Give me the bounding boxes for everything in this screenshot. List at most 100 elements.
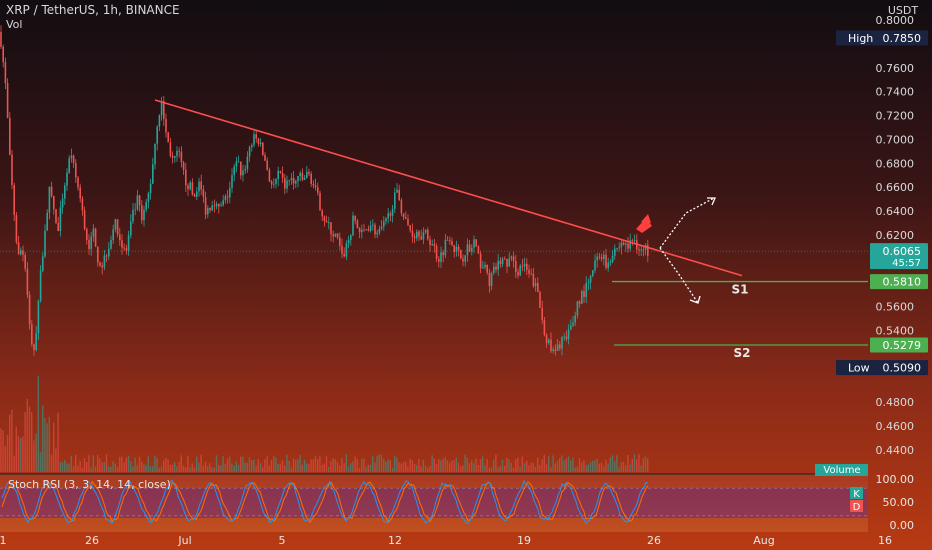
volume-bar [600,462,603,472]
candle-body [576,301,579,316]
volume-bar [314,456,317,472]
candle-body [420,236,422,240]
candle-body [275,179,277,184]
volume-bar [209,463,211,472]
candle-body [367,229,370,231]
candle-body [561,336,563,349]
price-tick-label: 0.6200 [876,229,915,242]
candle-body [455,246,458,253]
candle-body [308,171,310,174]
price-axis[interactable]: 0.8000 0.7600 0.7400 0.7200 0.7000 0.6800 0.66… [815,14,928,476]
volume-bar [387,459,389,472]
volume-bar [345,454,347,472]
volume-bar [105,454,108,472]
volume-bar [504,465,506,472]
volume-bar [284,465,286,472]
candle-body [83,210,86,230]
volume-bar [207,466,209,472]
volume-bar [0,428,2,472]
candle-body [402,213,405,218]
candle-body [136,195,139,210]
price-tick-label: 0.7400 [876,86,915,99]
candle-body [479,253,482,269]
candle-body [633,240,636,242]
volume-bar [132,466,134,472]
candle-body [312,183,315,186]
candle-body [77,177,79,188]
volume-bar [171,464,174,472]
high-tag-bg [836,30,928,46]
volume-bar [376,455,378,472]
candle-body [193,194,196,197]
candle-body [17,242,20,255]
candle-body [347,239,350,244]
candle-body [594,260,596,271]
volume-bar [644,456,647,472]
projection-up-path [659,197,715,249]
volume-bar [77,465,79,472]
time-tick-label: 26 [85,534,99,547]
volume-bar [79,460,81,472]
volume-bar [125,457,127,472]
volume-bar [543,454,545,472]
volume-bar [416,465,418,472]
volume-bar [264,459,266,472]
candle-body [79,187,81,199]
stoch-axis[interactable]: 100.00 50.00 0.00 KD [850,473,914,532]
volume-bar [178,462,180,472]
candle-body [314,185,317,188]
candle-body [471,247,473,252]
candle-body [286,180,288,189]
volume-bar [411,460,413,472]
volume-bar [114,463,116,472]
time-axis[interactable]: 1 26 Jul 5 12 19 26 Aug 16 [0,534,892,547]
candle-body [383,221,385,227]
candle-body [345,243,348,257]
volume-bar [182,465,185,472]
volume-bar [341,457,343,472]
candle-body [321,210,323,217]
volume-bar [2,430,4,472]
time-tick-label: Aug [753,534,774,547]
volume-bar [127,455,130,472]
volume-bar [330,461,332,472]
volume-bar [389,460,391,472]
candle-body [407,218,409,226]
candle-body [523,263,526,267]
candle-body [163,101,165,120]
candle-body [567,329,570,340]
candle-body [215,203,218,207]
candle-body [158,115,161,127]
candle-body [334,233,337,237]
volume-bar [552,455,554,472]
volume-bar [369,464,372,472]
candle-body [317,187,319,193]
candle-body [631,240,634,242]
candle-body [35,333,37,350]
volume-bar [202,465,204,472]
volume-bar [420,466,422,472]
candle-body [486,264,488,273]
volume-bar [28,406,31,472]
volume-bar [530,462,532,472]
volume-bar [433,458,435,472]
volume-bar [541,459,543,472]
volume-bar [418,458,420,472]
volume-bar [554,463,556,472]
volume-bar [486,458,488,472]
candle-body [596,256,598,261]
volume-bar [20,437,22,472]
volume-bar [517,457,519,472]
candle-body [33,344,35,350]
volume-bar [169,464,171,472]
volume-bar [493,459,495,472]
price-tick-label: 0.8000 [876,14,915,27]
volume-bar [506,457,508,472]
volume-bar [363,458,365,472]
candle-body [332,234,334,237]
volume-bar [295,460,297,472]
candle-body [484,264,486,268]
volume-bar [266,456,268,472]
volume-bar [277,463,279,472]
